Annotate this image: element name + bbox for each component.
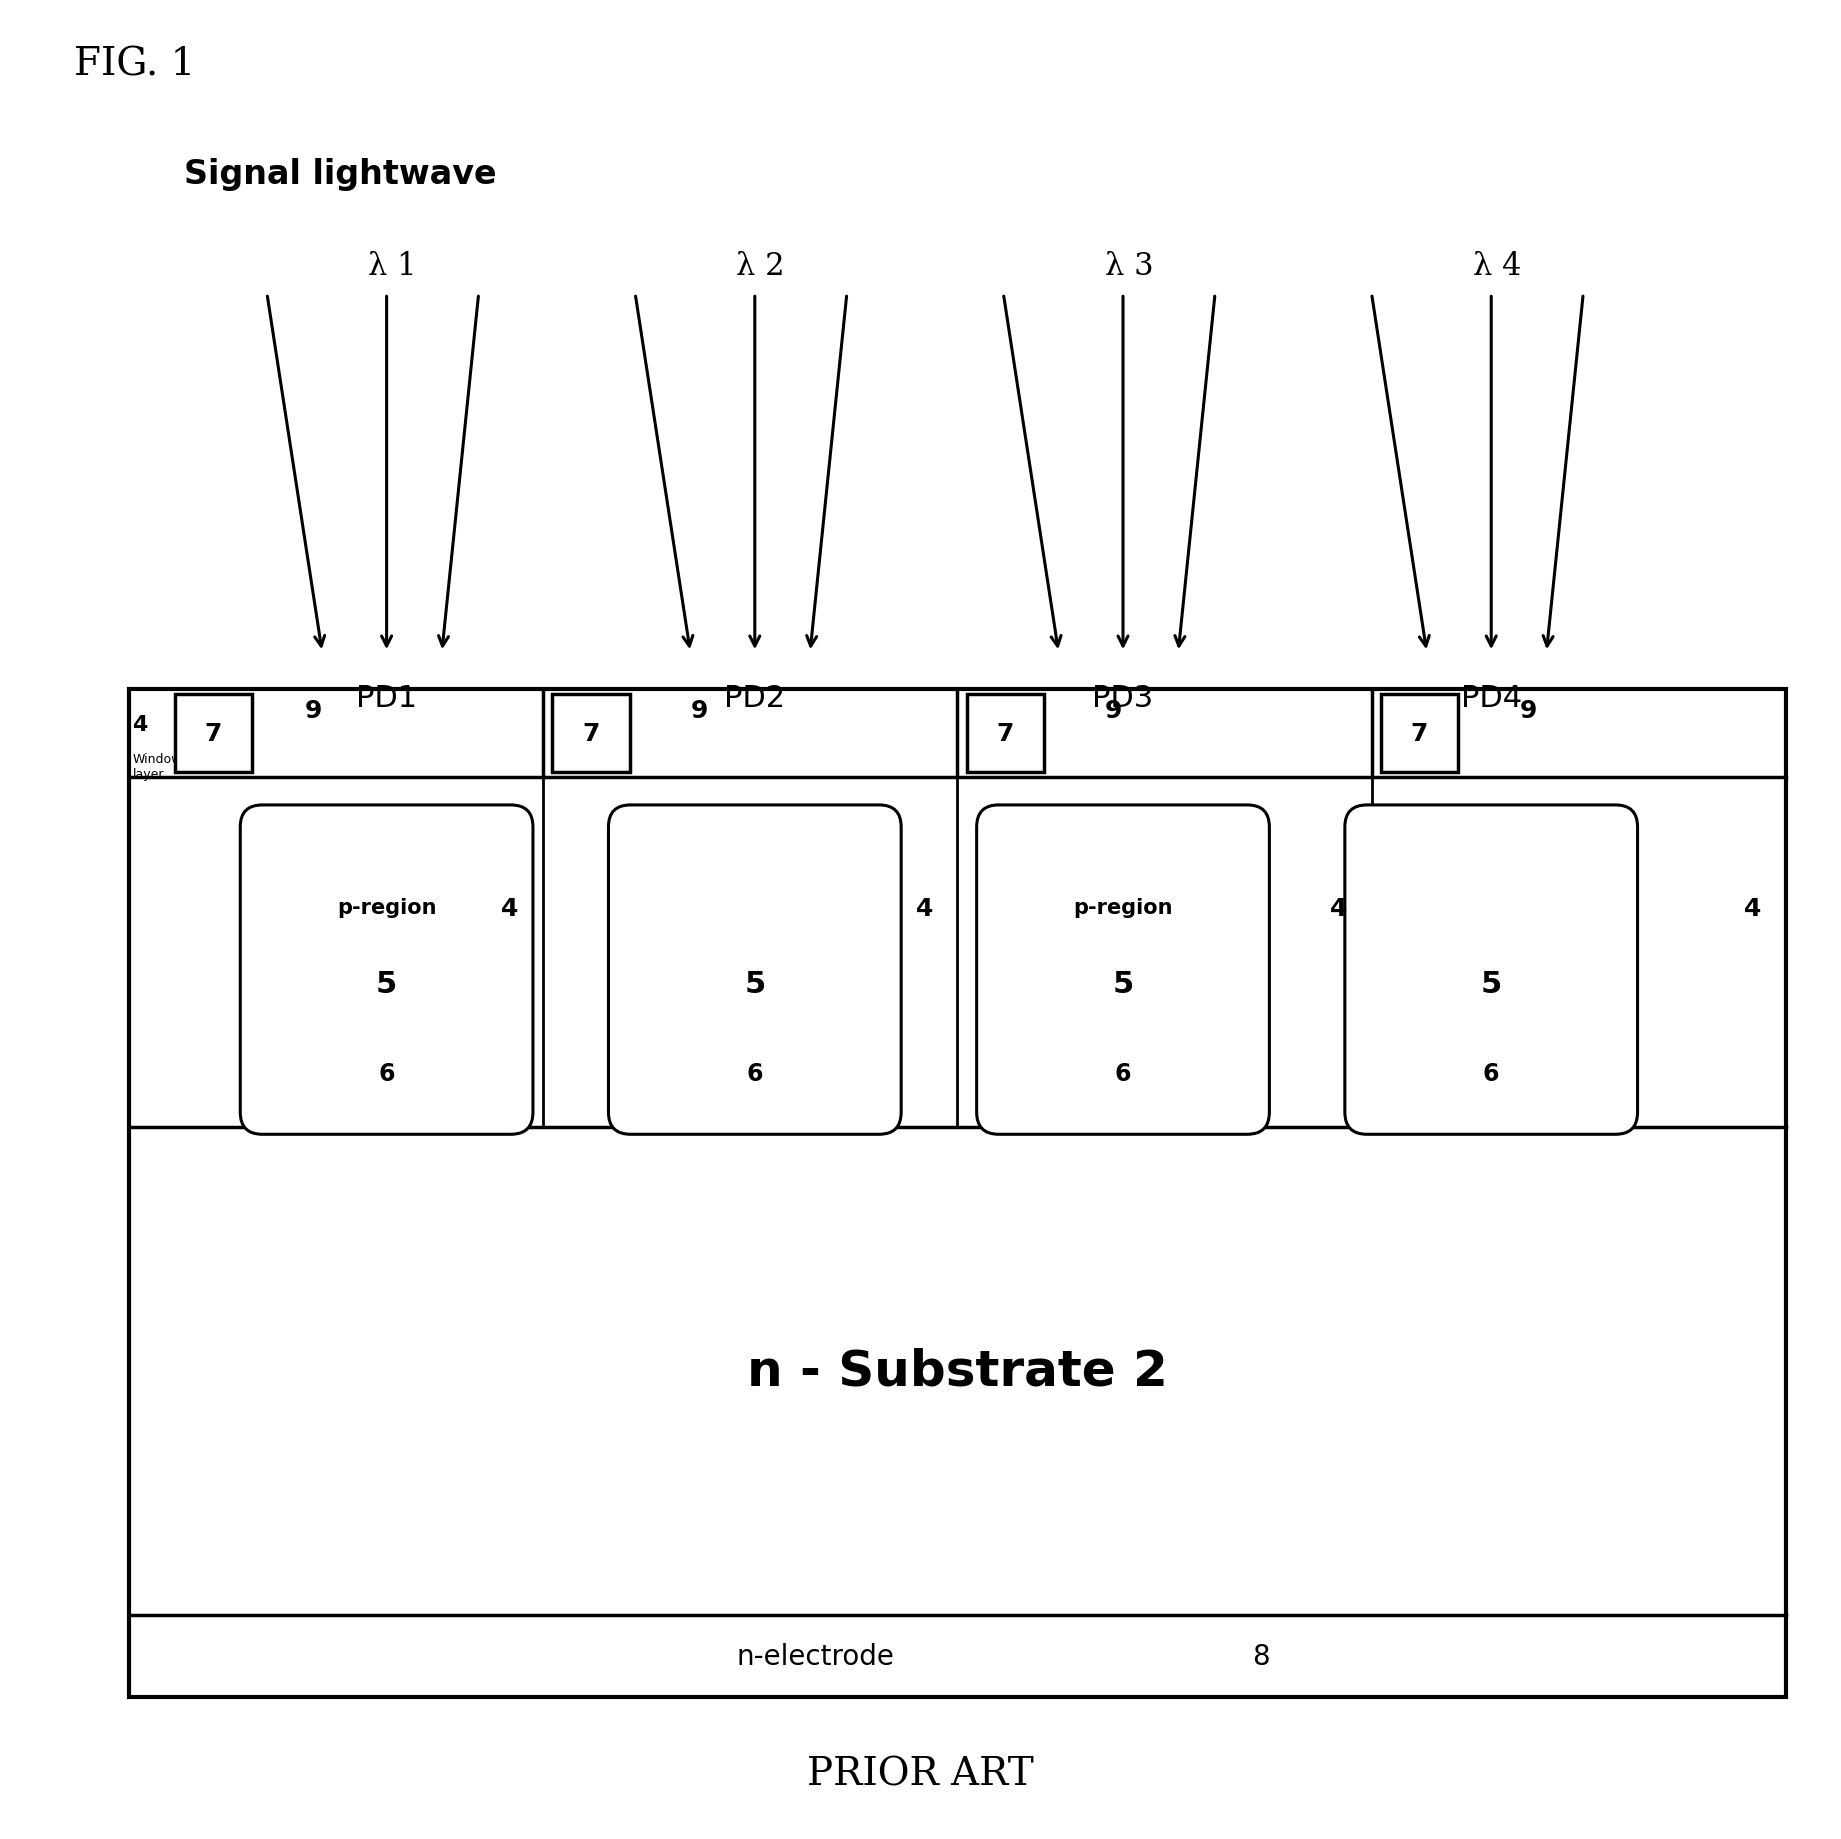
Text: PRIOR ART: PRIOR ART [806, 1756, 1035, 1793]
Bar [1381, 695, 1458, 772]
Text: PD4: PD4 [1460, 684, 1523, 714]
FancyBboxPatch shape [608, 805, 900, 1135]
Text: 9: 9 [1519, 699, 1537, 723]
Text: λ 3: λ 3 [1105, 252, 1152, 281]
Text: n-electrode: n-electrode [736, 1642, 895, 1670]
Text: PD1: PD1 [355, 684, 418, 714]
Text: 5: 5 [1112, 969, 1134, 999]
Text: n - Substrate 2: n - Substrate 2 [747, 1346, 1167, 1396]
Text: 7: 7 [204, 721, 223, 747]
Text: PD2: PD2 [724, 684, 786, 714]
Text: 4: 4 [133, 715, 147, 734]
Text: 7: 7 [996, 721, 1014, 747]
Text: FIG. 1: FIG. 1 [74, 46, 195, 83]
Text: 7: 7 [1410, 721, 1429, 747]
Bar [967, 695, 1044, 772]
FancyBboxPatch shape [239, 805, 532, 1135]
Text: 5: 5 [376, 969, 398, 999]
Text: Window
layer: Window layer [133, 752, 182, 782]
FancyBboxPatch shape [976, 805, 1268, 1135]
Text: λ 1: λ 1 [368, 252, 416, 281]
Text: 8: 8 [1252, 1642, 1270, 1670]
Text: 6: 6 [1116, 1061, 1130, 1085]
Text: 9: 9 [1105, 699, 1123, 723]
Text: Signal lightwave: Signal lightwave [184, 158, 497, 191]
Bar [129, 690, 1786, 1697]
Bar [175, 695, 252, 772]
Text: 4: 4 [1329, 896, 1348, 921]
Text: 4: 4 [501, 896, 519, 921]
Text: λ 4: λ 4 [1473, 252, 1521, 281]
Text: 4: 4 [915, 896, 933, 921]
Text: 5: 5 [744, 969, 766, 999]
Text: 5: 5 [1480, 969, 1502, 999]
Text: 6: 6 [379, 1061, 394, 1085]
Text: 9: 9 [690, 699, 709, 723]
Text: PD3: PD3 [1092, 684, 1154, 714]
FancyBboxPatch shape [1344, 805, 1638, 1135]
Text: 7: 7 [582, 721, 600, 747]
Text: 4: 4 [1743, 896, 1762, 921]
Text: Absorption layer 3: Absorption layer 3 [644, 1081, 891, 1105]
Text: λ 2: λ 2 [736, 252, 784, 281]
Text: p-region: p-region [337, 897, 436, 918]
Text: p-region: p-region [1073, 897, 1173, 918]
Text: 9: 9 [304, 699, 322, 723]
Bar [552, 695, 630, 772]
Text: 6: 6 [1484, 1061, 1499, 1085]
Text: 6: 6 [747, 1061, 762, 1085]
